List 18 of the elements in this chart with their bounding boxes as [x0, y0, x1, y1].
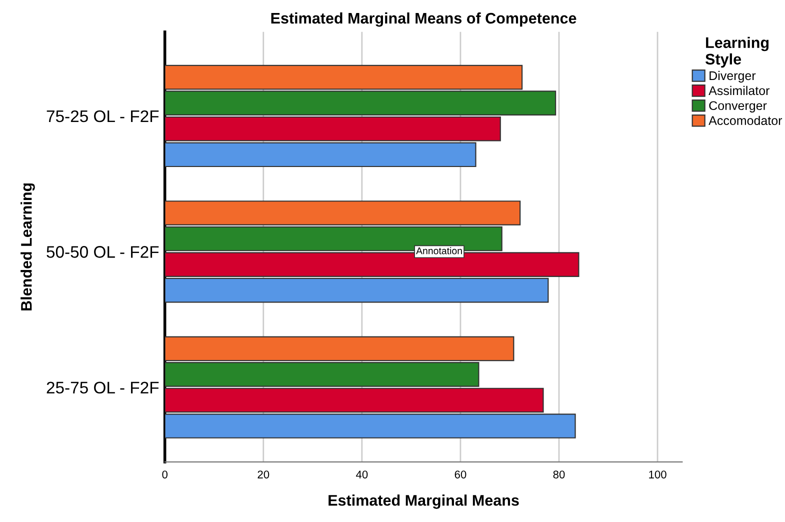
legend-label: Assimilator	[708, 86, 770, 96]
x-tick-label: 60	[454, 470, 466, 478]
legend-title: Learning Style	[705, 36, 769, 68]
x-tick-label: 100	[649, 470, 666, 478]
x-tick-label: 40	[356, 470, 368, 478]
legend-label: Converger	[709, 101, 767, 113]
y-tick-label: 75-25 OL - F2F	[46, 110, 159, 122]
x-tick-label: 80	[553, 470, 565, 478]
annotation: Annotation	[416, 247, 462, 254]
y-axis-title: Blended Learning	[20, 183, 35, 310]
x-tick-label: 0	[162, 470, 168, 478]
x-tick-label: 20	[258, 470, 270, 478]
y-tick-label: 50-50 OL - F2F	[46, 246, 159, 258]
y-tick-label: 25-75 OL - F2F	[46, 382, 159, 394]
legend-label: Accomodator	[708, 116, 782, 126]
legend-label: Diverger	[710, 70, 756, 83]
chart-title: Estimated Marginal Means of Competence	[271, 12, 576, 27]
x-axis-title: Estimated Marginal Means	[328, 494, 519, 509]
